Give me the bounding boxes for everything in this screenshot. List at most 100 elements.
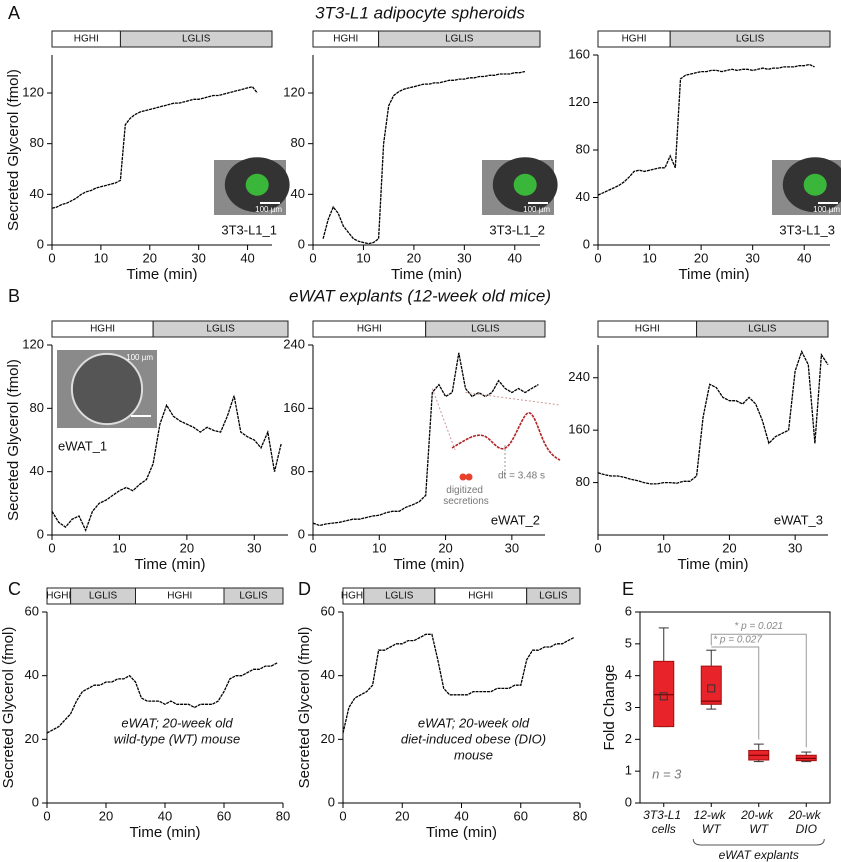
x-tick-label: 30 bbox=[505, 540, 519, 555]
x-tick-label: 0 bbox=[48, 540, 55, 555]
y-tick-label: 3 bbox=[625, 699, 632, 714]
y-tick-label: 20 bbox=[321, 731, 335, 746]
scale-bar-label: 100 µm bbox=[523, 205, 550, 214]
x-tick-label: 20 bbox=[694, 250, 708, 265]
y-tick-label: 160 bbox=[568, 46, 590, 61]
x-axis-label: Time (min) bbox=[129, 824, 200, 841]
x-tick-label: 10 bbox=[372, 540, 386, 555]
x-tick-label: 20 bbox=[99, 808, 113, 823]
x-tick-label: 60 bbox=[217, 808, 231, 823]
y-axis-label: Secreted Glycerol (fmol) bbox=[296, 627, 313, 789]
note: wild-type (WT) mouse bbox=[114, 731, 240, 746]
y-tick-label: 60 bbox=[321, 603, 335, 618]
x-tick-label: 10 bbox=[642, 250, 656, 265]
y-tick-label: 240 bbox=[283, 336, 305, 351]
x-axis-label: Time (min) bbox=[391, 266, 462, 283]
x-tick-label: 30 bbox=[191, 250, 205, 265]
x-tick-label: 10 bbox=[112, 540, 126, 555]
green-cells bbox=[513, 173, 537, 196]
inset-label: eWAT_2 bbox=[491, 512, 540, 527]
panel-letter: D bbox=[298, 579, 311, 599]
phase-label: HGHI bbox=[468, 591, 493, 602]
y-tick-label: 120 bbox=[283, 84, 305, 99]
y-tick-label: 0 bbox=[298, 526, 305, 541]
y-tick-label: 160 bbox=[283, 400, 305, 415]
phase-label: HGHI bbox=[341, 591, 366, 602]
x-tick-label: 10 bbox=[94, 250, 108, 265]
y-tick-label: 0 bbox=[37, 236, 44, 251]
y-axis-label: Secreted Glycerol (fmol) bbox=[0, 627, 17, 789]
secretion-dot bbox=[465, 473, 473, 481]
phase-box bbox=[425, 320, 546, 338]
y-tick-label: 40 bbox=[25, 667, 39, 682]
x-tick-label: 30 bbox=[457, 250, 471, 265]
x-tick-label: 12-wk WT bbox=[694, 808, 729, 836]
data-line bbox=[46, 662, 278, 734]
phase-label: HGHI bbox=[333, 34, 358, 45]
zoom-guide bbox=[431, 388, 561, 451]
y-tick-label: 40 bbox=[321, 667, 335, 682]
x-tick-label: 80 bbox=[573, 808, 587, 823]
mean-marker bbox=[659, 692, 668, 701]
x-axis-label: Time (min) bbox=[678, 266, 749, 283]
x-axis-label: Time (min) bbox=[677, 556, 748, 573]
y-tick-label: 160 bbox=[568, 422, 590, 437]
x-tick-label: 40 bbox=[240, 250, 254, 265]
note: eWAT; 20-week old bbox=[418, 715, 530, 730]
y-tick-label: 0 bbox=[625, 794, 632, 809]
y-tick-label: 4 bbox=[625, 667, 632, 682]
x-tick-label: 30 bbox=[788, 540, 802, 555]
x-tick-label: 0 bbox=[594, 250, 601, 265]
phase-box bbox=[152, 320, 289, 338]
x-tick-label: 0 bbox=[48, 250, 55, 265]
y-tick-label: 5 bbox=[625, 635, 632, 650]
scale-bar-label: 100 µm bbox=[813, 205, 840, 214]
y-tick-label: 0 bbox=[328, 794, 335, 809]
data-line bbox=[597, 349, 829, 485]
x-axis-label: Time (min) bbox=[134, 556, 205, 573]
x-axis-label: Time (min) bbox=[126, 266, 197, 283]
note: mouse bbox=[454, 747, 493, 762]
phase-label: LGLIS bbox=[182, 34, 211, 45]
y-tick-label: 1 bbox=[625, 763, 632, 778]
phase-label: LGLIS bbox=[748, 324, 777, 335]
zoom-trace bbox=[451, 412, 561, 461]
sig-bracket bbox=[710, 633, 807, 748]
inset-label: 3T3-L1_1 bbox=[221, 222, 277, 237]
x-axis-label: Time (min) bbox=[426, 824, 497, 841]
y-tick-label: 40 bbox=[30, 186, 44, 201]
x-tick-label: 60 bbox=[514, 808, 528, 823]
green-cells bbox=[245, 173, 269, 196]
phase-label: HGHI bbox=[635, 324, 660, 335]
sig-bracket bbox=[711, 646, 760, 740]
phase-label: LGLIS bbox=[445, 34, 474, 45]
data-line bbox=[597, 63, 815, 196]
phase-box bbox=[696, 320, 829, 338]
y-tick-label: 40 bbox=[576, 189, 590, 204]
significance: * p = 0.027 bbox=[713, 635, 762, 646]
panel-letter: E bbox=[622, 579, 634, 599]
x-tick-label: 0 bbox=[43, 808, 50, 823]
panel-letter: B bbox=[8, 286, 20, 306]
y-tick-label: 40 bbox=[291, 186, 305, 201]
panel-letter: C bbox=[8, 579, 21, 599]
data-line bbox=[51, 85, 258, 209]
y-tick-label: 80 bbox=[30, 135, 44, 150]
panel-letter: A bbox=[8, 3, 20, 23]
phase-box bbox=[669, 30, 831, 48]
x-tick-label: 20-wk DIO bbox=[788, 808, 824, 836]
x-tick-label: 10 bbox=[356, 250, 370, 265]
x-tick-label: 0 bbox=[594, 540, 601, 555]
significance: * p = 0.021 bbox=[734, 621, 783, 632]
phase-label: HGHI bbox=[357, 324, 382, 335]
y-tick-label: 80 bbox=[576, 474, 590, 489]
scale-bar-label: 100 µm bbox=[255, 205, 282, 214]
green-cells bbox=[803, 173, 827, 196]
data-line bbox=[322, 70, 526, 245]
x-tick-label: 80 bbox=[276, 808, 290, 823]
x-tick-label: 40 bbox=[797, 250, 811, 265]
x-tick-label: 40 bbox=[454, 808, 468, 823]
y-axis-label: Secreted Glycerol (fmol) bbox=[5, 69, 22, 231]
x-tick-label: 40 bbox=[158, 808, 172, 823]
